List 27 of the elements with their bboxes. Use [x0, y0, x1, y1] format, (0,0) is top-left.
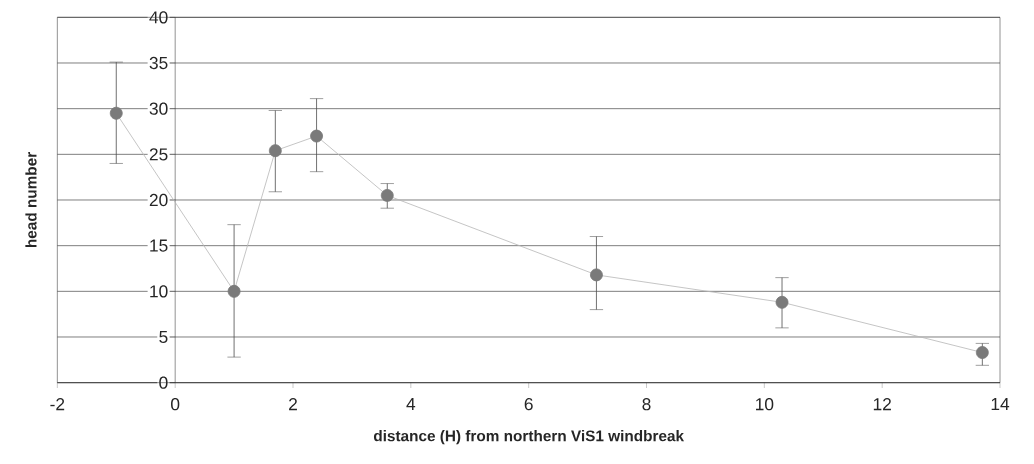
point	[590, 268, 603, 282]
x-tick-label: 8	[642, 398, 651, 411]
y-tick-label: 35	[149, 56, 168, 70]
y-tick-label: 20	[149, 193, 168, 207]
x-axis-title: distance (H) from northern ViS1 windbreak	[373, 430, 685, 445]
point	[775, 295, 789, 309]
x-tick-label: 2	[289, 398, 297, 411]
y-tick-label: 15	[150, 239, 168, 252]
y-tick-label: 40	[149, 11, 168, 24]
y-tick-label: 0	[159, 376, 168, 389]
x-tick-label: 10	[756, 398, 774, 411]
y-tick-label: 30	[149, 102, 168, 115]
point	[227, 284, 241, 298]
point	[109, 106, 123, 120]
x-tick-label: 6	[524, 398, 533, 411]
x-tick-label: -2	[50, 398, 65, 411]
y-tick-label: 25	[149, 148, 168, 161]
x-tick-label: 14	[991, 398, 1010, 410]
point	[268, 144, 282, 158]
x-tick-label: 12	[873, 398, 891, 411]
y-tick-label: 10	[150, 285, 168, 298]
point	[380, 189, 394, 202]
y-tick-label: 5	[159, 330, 168, 344]
x-tick-label: 0	[171, 398, 180, 411]
point	[310, 129, 323, 143]
x-tick-label: 4	[406, 398, 416, 410]
y-axis-title: head number	[25, 152, 37, 248]
